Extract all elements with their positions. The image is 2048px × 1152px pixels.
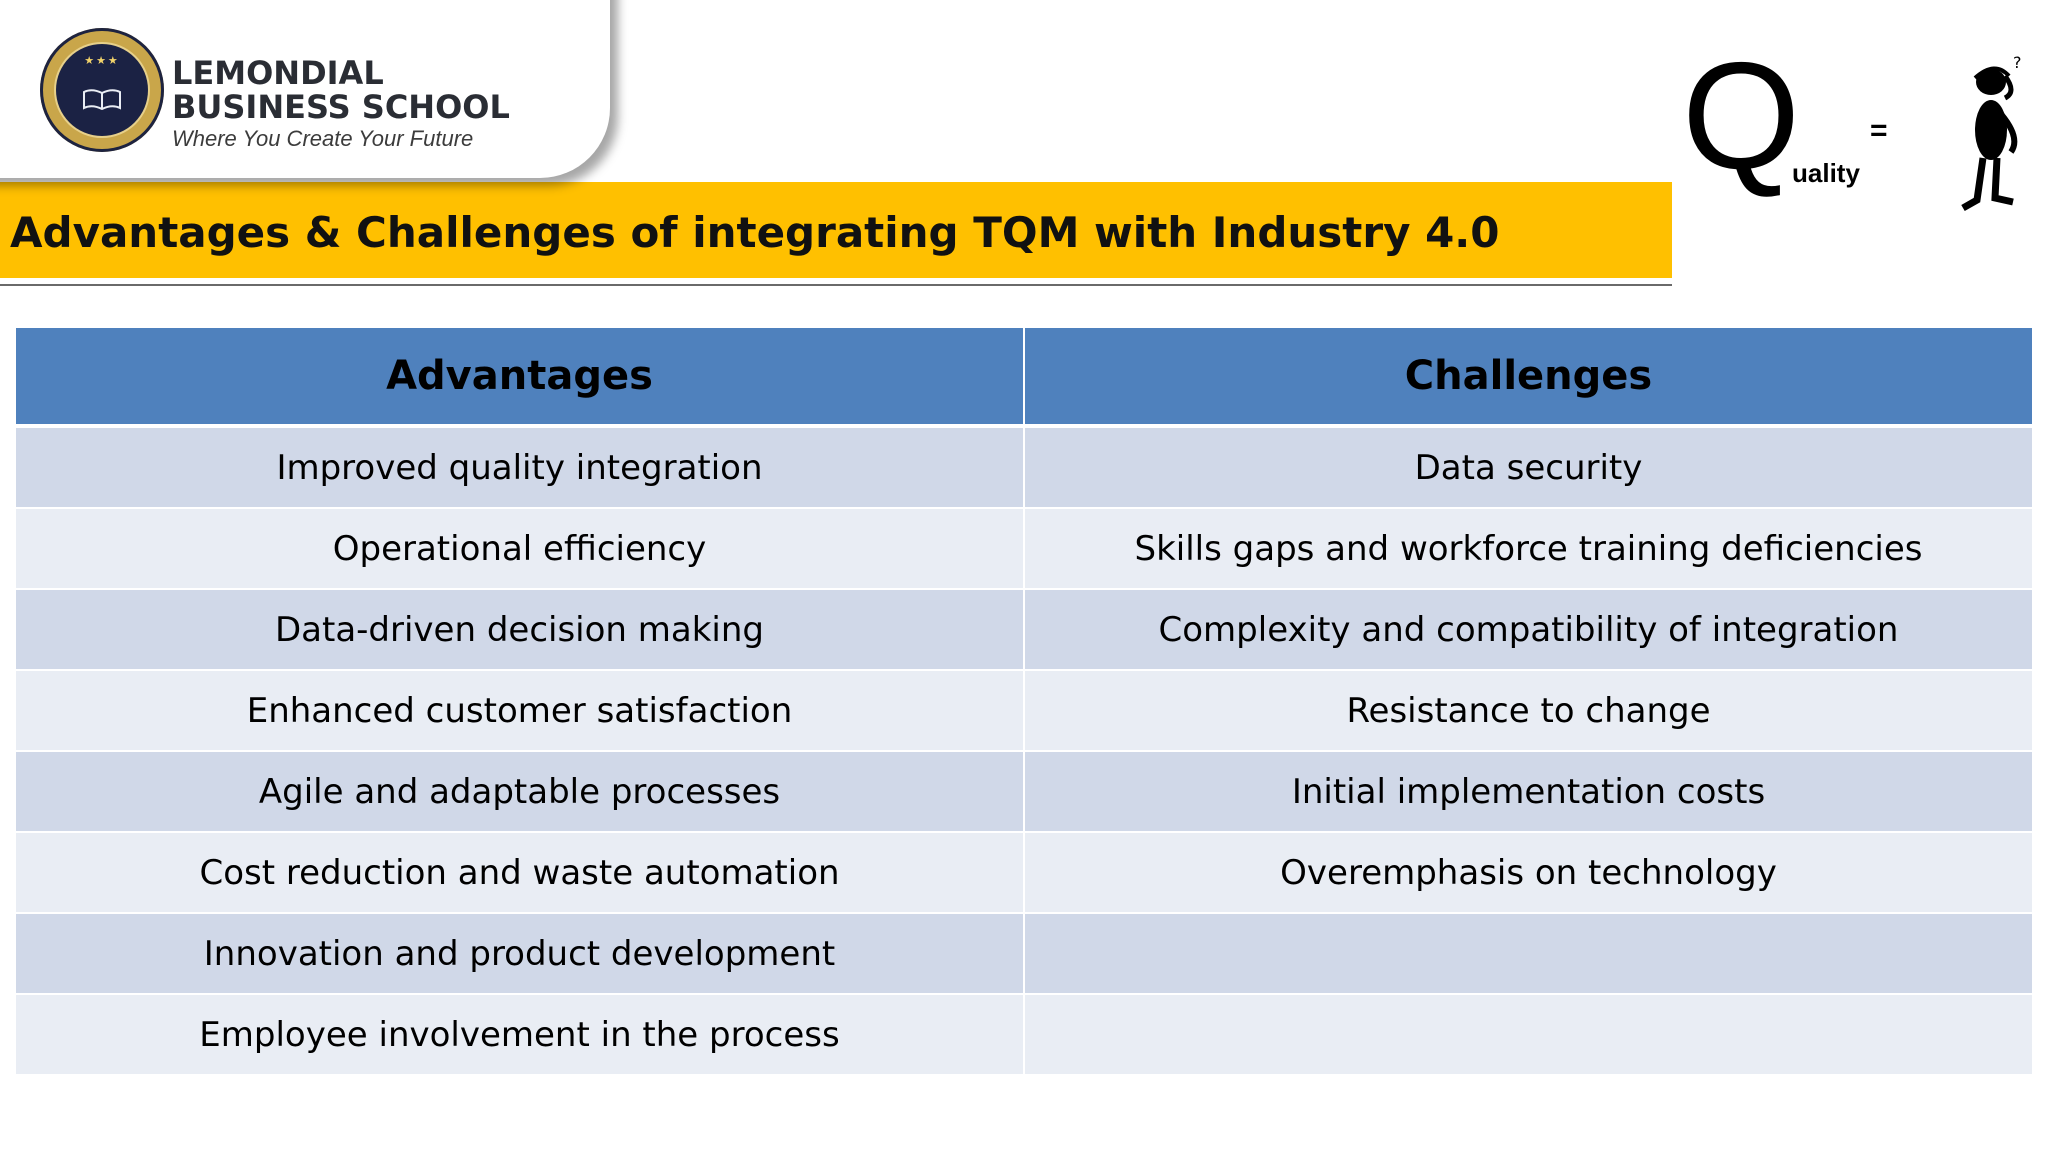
column-header-challenges: Challenges [1023, 326, 2034, 428]
school-tagline: Where You Create Your Future [172, 126, 474, 151]
equals-sign: = [1870, 114, 1888, 147]
table-row: Operational efficiency Skills gaps and w… [14, 507, 2034, 590]
advantages-challenges-table: Advantages Challenges Improved quality i… [14, 326, 2034, 1076]
open-book-icon [83, 89, 121, 110]
table-row: Data-driven decision making Complexity a… [14, 588, 2034, 671]
thinking-person-icon: ? . [1961, 53, 2022, 212]
challenge-cell [1023, 912, 2034, 995]
table-row: Employee involvement in the process [14, 993, 2034, 1076]
school-name-line1: LEMONDIAL [172, 54, 384, 92]
challenge-cell: Initial implementation costs [1023, 750, 2034, 833]
school-name-line2: BUSINESS SCHOOL [172, 88, 510, 126]
challenge-cell: Resistance to change [1023, 669, 2034, 752]
table-row: Enhanced customer satisfaction Resistanc… [14, 669, 2034, 752]
table-row: Innovation and product development [14, 912, 2034, 995]
advantage-cell: Improved quality integration [14, 425, 1025, 509]
advantage-cell: Enhanced customer satisfaction [14, 669, 1025, 752]
challenge-cell [1023, 993, 2034, 1076]
table-row: Agile and adaptable processes Initial im… [14, 750, 2034, 833]
advantage-cell: Innovation and product development [14, 912, 1025, 995]
table-header-row: Advantages Challenges [14, 326, 2034, 428]
advantage-cell: Agile and adaptable processes [14, 750, 1025, 833]
advantage-cell: Employee involvement in the process [14, 993, 1025, 1076]
challenge-cell: Overemphasis on technology [1023, 831, 2034, 914]
table-row: Improved quality integration Data securi… [14, 425, 2034, 509]
svg-text:?: ? [2013, 53, 2022, 72]
title-bar: Advantages & Challenges of integrating T… [0, 182, 1672, 278]
challenge-cell: Complexity and compatibility of integrat… [1023, 588, 2034, 671]
table-row: Cost reduction and waste automation Over… [14, 831, 2034, 914]
school-seal-logo: ★★★ [40, 28, 164, 152]
quality-suffix: uality [1792, 158, 1860, 188]
slide-title: Advantages & Challenges of integrating T… [10, 208, 1500, 257]
advantage-cell: Operational efficiency [14, 507, 1025, 590]
challenge-cell: Skills gaps and workforce training defic… [1023, 507, 2034, 590]
challenge-cell: Data security [1023, 425, 2034, 509]
school-wordmark: LEMONDIAL BUSINESS SCHOOL Where You Crea… [172, 56, 510, 152]
quality-letter: Q [1682, 31, 1801, 201]
seal-stars-icon: ★★★ [84, 54, 120, 67]
column-header-advantages: Advantages [14, 326, 1025, 428]
advantage-cell: Cost reduction and waste automation [14, 831, 1025, 914]
title-divider [0, 284, 1672, 286]
advantage-cell: Data-driven decision making [14, 588, 1025, 671]
